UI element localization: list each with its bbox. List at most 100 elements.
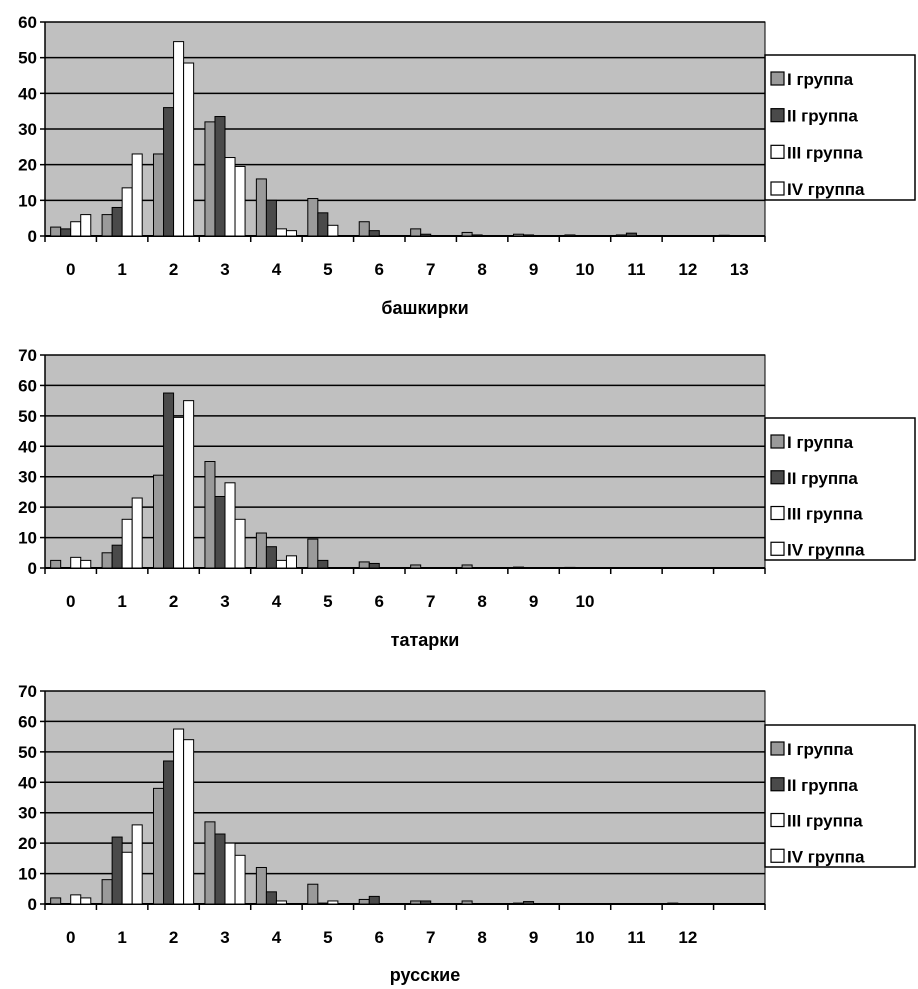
bar: [523, 901, 535, 905]
legend: I группа II группа III группа IV группа: [764, 417, 916, 561]
plot-area: [44, 690, 766, 905]
bar: [327, 224, 339, 237]
legend-swatch: [770, 71, 785, 86]
bar: [513, 566, 525, 569]
x-axis-label: башкирки: [381, 298, 468, 318]
y-tick-label: 40: [18, 84, 37, 103]
x-tick-label: 2: [169, 260, 178, 279]
bar: [183, 62, 195, 237]
x-tick-label: 4: [272, 928, 282, 947]
legend-label: III группа: [787, 812, 863, 831]
bar: [111, 836, 123, 905]
legend: I группа II группа III группа IV группа: [764, 724, 916, 868]
y-tick-label: 20: [18, 834, 37, 853]
bar: [101, 879, 113, 905]
bar: [368, 230, 380, 237]
y-tick-label: 70: [18, 682, 37, 701]
x-tick-label: 6: [375, 260, 384, 279]
y-tick-label: 0: [28, 227, 37, 246]
legend-box: [764, 54, 916, 201]
bar: [60, 228, 72, 237]
bar: [275, 900, 287, 905]
bar: [317, 902, 329, 905]
bar: [173, 41, 185, 237]
bar: [224, 482, 236, 569]
x-tick-label: 13: [730, 260, 749, 279]
x-tick-label: 1: [117, 928, 126, 947]
legend-swatch: [770, 181, 785, 196]
bar: [234, 165, 246, 237]
bar: [471, 234, 483, 237]
legend-label: IV группа: [787, 847, 865, 866]
x-tick-label: 5: [323, 928, 332, 947]
legend: I группа II группа III группа IV группа: [764, 54, 916, 201]
legend-swatch: [770, 144, 785, 159]
bar: [461, 900, 473, 905]
y-tick-label: 20: [18, 498, 37, 517]
bar: [121, 518, 133, 569]
bar: [564, 566, 576, 569]
bar: [667, 902, 679, 905]
bar: [121, 187, 133, 237]
y-tick-label: 0: [28, 895, 37, 914]
bar: [523, 234, 535, 237]
x-tick-label: 0: [66, 928, 75, 947]
bar: [255, 178, 267, 237]
legend-box: [764, 417, 916, 561]
bar: [513, 902, 525, 905]
bar: [327, 900, 339, 905]
bar: [204, 461, 216, 569]
x-tick-label: 6: [375, 592, 384, 611]
bar: [234, 854, 246, 905]
legend-label: II группа: [787, 469, 858, 488]
bar: [317, 559, 329, 569]
y-tick-label: 40: [18, 437, 37, 456]
bar: [50, 897, 62, 905]
bar: [153, 787, 165, 905]
bar: [410, 564, 422, 569]
y-tick-label: 10: [18, 529, 37, 548]
x-tick-label: 6: [375, 928, 384, 947]
x-tick-label: 7: [426, 928, 435, 947]
bar: [265, 546, 277, 569]
x-tick-label: 8: [477, 260, 486, 279]
legend-label: I группа: [787, 740, 854, 759]
bar: [615, 234, 627, 237]
bar: [224, 157, 236, 237]
bar: [275, 559, 287, 569]
y-tick-label: 40: [18, 773, 37, 792]
legend-swatch: [770, 812, 785, 828]
bar: [255, 532, 267, 569]
bar: [204, 821, 216, 905]
bar: [214, 495, 226, 569]
bar: [255, 866, 267, 905]
x-tick-label: 9: [529, 260, 538, 279]
x-tick-label: 5: [323, 260, 332, 279]
x-tick-label: 1: [117, 260, 126, 279]
bar: [70, 556, 82, 569]
x-tick-label: 3: [220, 260, 229, 279]
legend-label: III группа: [787, 505, 863, 524]
bar: [121, 851, 133, 905]
bar: [111, 544, 123, 569]
x-tick-label: 8: [477, 928, 486, 947]
bar: [153, 153, 165, 237]
bar: [420, 900, 432, 905]
bar: [173, 728, 185, 905]
bar: [317, 212, 329, 237]
x-tick-label: 9: [529, 592, 538, 611]
bar: [307, 198, 319, 237]
legend-label: IV группа: [787, 540, 865, 559]
bar: [461, 564, 473, 569]
y-tick-label: 10: [18, 865, 37, 884]
bar: [80, 559, 92, 569]
y-tick-label: 50: [18, 743, 37, 762]
bar: [307, 538, 319, 569]
bar: [368, 562, 380, 569]
y-tick-label: 70: [18, 346, 37, 365]
x-tick-label: 10: [576, 928, 595, 947]
bar: [111, 206, 123, 237]
bar: [513, 233, 525, 237]
